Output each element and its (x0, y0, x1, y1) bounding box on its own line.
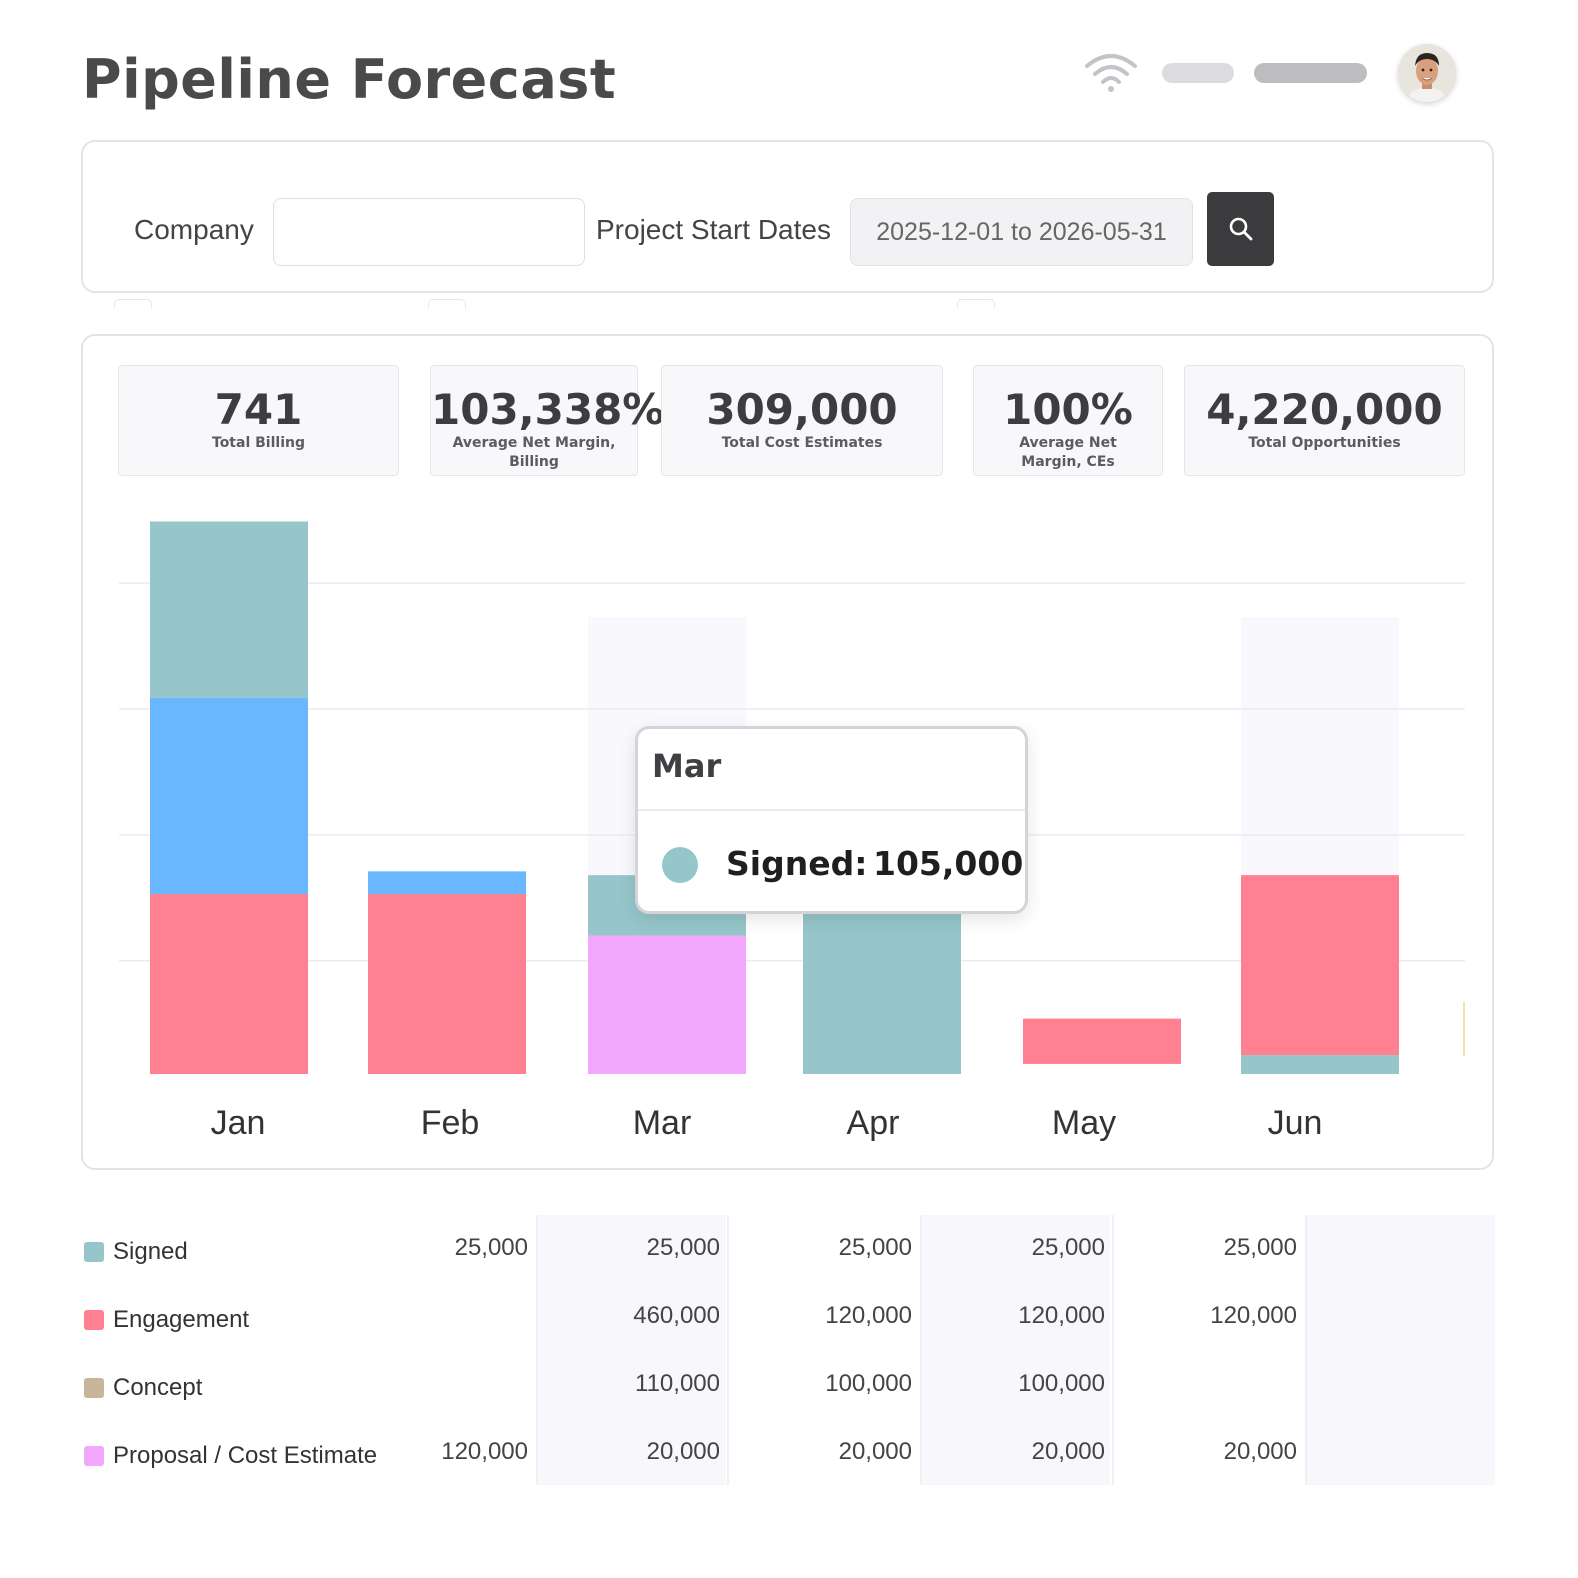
legend-value-cell: 25,000 (838, 1234, 912, 1261)
kpi-total-billing: 741 Total Billing (118, 365, 399, 476)
bar-segment-jan-engagement (150, 894, 308, 1074)
legend-series-name: Engagement (113, 1306, 250, 1333)
legend-value-cell: 20,000 (1223, 1438, 1297, 1465)
kpi-total-cost-estimates: 309,000 Total Cost Estimates (661, 365, 943, 476)
project-start-dates-label: Project Start Dates (596, 214, 831, 245)
kpi-value: 4,220,000 (1206, 385, 1443, 434)
x-tick-label: Feb (421, 1104, 480, 1142)
legend-swatch (84, 1242, 104, 1262)
legend-value-cell: 20,000 (838, 1438, 912, 1465)
user-avatar[interactable] (1398, 44, 1456, 102)
x-tick-label: Apr (847, 1104, 900, 1142)
legend-value-cell: 25,000 (454, 1234, 528, 1261)
legend-value-cell: 110,000 (635, 1370, 720, 1397)
column-divider (1112, 1215, 1114, 1485)
tooltip-title: Mar (652, 747, 722, 785)
column-divider (536, 1215, 538, 1485)
bar-segment-jan-blue (150, 697, 308, 895)
tooltip-divider (638, 809, 1025, 811)
kpi-value: 741 (214, 385, 303, 434)
legend-value-cell: 120,000 (1018, 1302, 1105, 1329)
page-title: Pipeline Forecast (82, 48, 617, 111)
x-tick-label: May (1052, 1104, 1116, 1142)
search-icon (1229, 217, 1252, 241)
tab-strip (0, 299, 1578, 309)
legend-row[interactable]: Engagement 460,000 120,000 120,000 120,000 (82, 1302, 1496, 1342)
search-button[interactable] (1207, 192, 1274, 266)
kpi-label: Total Billing (212, 435, 305, 451)
company-label: Company (134, 214, 254, 245)
legend-value-cell: 120,000 (825, 1302, 912, 1329)
tab-stub[interactable] (114, 299, 152, 308)
status-pill-short (1162, 63, 1234, 83)
wifi-icon (1085, 54, 1137, 92)
legend-value-cell: 120,000 (1210, 1302, 1297, 1329)
legend-row[interactable]: Proposal / Cost Estimate 120,000 20,000 20,… (82, 1438, 1496, 1478)
kpi-value: 103,338% (431, 385, 665, 434)
column-shade (536, 1215, 726, 1485)
tooltip-series-dot (662, 847, 698, 883)
legend-value-cell: 100,000 (825, 1370, 912, 1397)
legend-row[interactable]: Concept 110,000 100,000 100,000 (82, 1370, 1496, 1410)
legend-swatch (84, 1378, 104, 1398)
column-shade (920, 1215, 1110, 1485)
kpi-value: 309,000 (706, 385, 898, 434)
x-tick-label: Jan (211, 1104, 266, 1142)
bar-segment-may-engagement (1023, 1018, 1181, 1064)
kpi-average-net-margin-ces: 100% Average Net Margin, CEs (973, 365, 1163, 476)
legend-value-cell: 100,000 (1018, 1370, 1105, 1397)
top-bar (1048, 42, 1508, 104)
legend-swatch (84, 1310, 104, 1330)
tooltip-value: 105,000 (873, 844, 1024, 883)
legend-series-name: Signed (113, 1238, 188, 1265)
bar-segment-jun-signed (1241, 1055, 1399, 1074)
x-tick-label: Mar (633, 1104, 692, 1142)
legend-swatch (84, 1446, 104, 1466)
filter-panel: Company Project Start Dates (81, 140, 1494, 293)
chart-panel: 741 Total Billing 103,338% Average Net M… (81, 334, 1494, 1170)
column-divider (920, 1215, 922, 1485)
legend-value-cell: 25,000 (1223, 1234, 1297, 1261)
chart-tooltip: Mar Signed: 105,000 (635, 726, 1028, 914)
date-range-input[interactable] (850, 198, 1193, 266)
bar-segment-mar-proposal-cost-estimate (588, 935, 746, 1074)
bar-segment-jan-signed (150, 521, 308, 698)
company-input[interactable] (273, 198, 585, 266)
legend-value-cell: 20,000 (646, 1438, 720, 1465)
legend-value-cell: 25,000 (646, 1234, 720, 1261)
bar-segment-feb-blue (368, 871, 526, 895)
tab-stub[interactable] (428, 299, 466, 308)
legend-row[interactable]: Signed 25,000 25,000 25,000 25,000 25,000 (82, 1234, 1496, 1274)
avatar-icon (1398, 44, 1456, 102)
kpi-total-opportunities: 4,220,000 Total Opportunities (1184, 365, 1465, 476)
tab-stub[interactable] (957, 299, 995, 308)
legend-value-cell: 460,000 (633, 1302, 720, 1329)
kpi-label: Average Net Margin, CEs (1019, 435, 1117, 470)
tooltip-series-name: Signed: (726, 844, 868, 883)
legend-series-name: Concept (113, 1374, 203, 1401)
column-divider (727, 1215, 729, 1485)
legend-series-name: Proposal / Cost Estimate (113, 1442, 378, 1469)
bar-segment-feb-engagement (368, 894, 526, 1074)
kpi-label: Average Net Margin, Billing (452, 435, 616, 470)
kpi-label: Total Cost Estimates (721, 435, 883, 451)
x-tick-label: Jun (1268, 1104, 1323, 1142)
status-pill-long (1254, 63, 1367, 83)
legend-value-cell: 20,000 (1031, 1438, 1105, 1465)
kpi-value: 100% (1003, 385, 1133, 434)
column-shade (1305, 1215, 1495, 1485)
kpi-average-net-margin-billing: 103,338% Average Net Margin, Billing (430, 365, 665, 476)
kpi-label: Total Opportunities (1248, 435, 1401, 451)
legend-value-cell: 25,000 (1031, 1234, 1105, 1261)
bar-segment-jun-engagement (1241, 875, 1399, 1056)
column-divider (1305, 1215, 1307, 1485)
stacked-bar-chart: Jan Feb Mar Apr May Jun (119, 521, 1465, 1142)
legend-value-cell: 120,000 (441, 1438, 528, 1465)
series-value-table: Signed 25,000 25,000 25,000 25,000 25,000 Enga… (82, 1215, 1496, 1485)
